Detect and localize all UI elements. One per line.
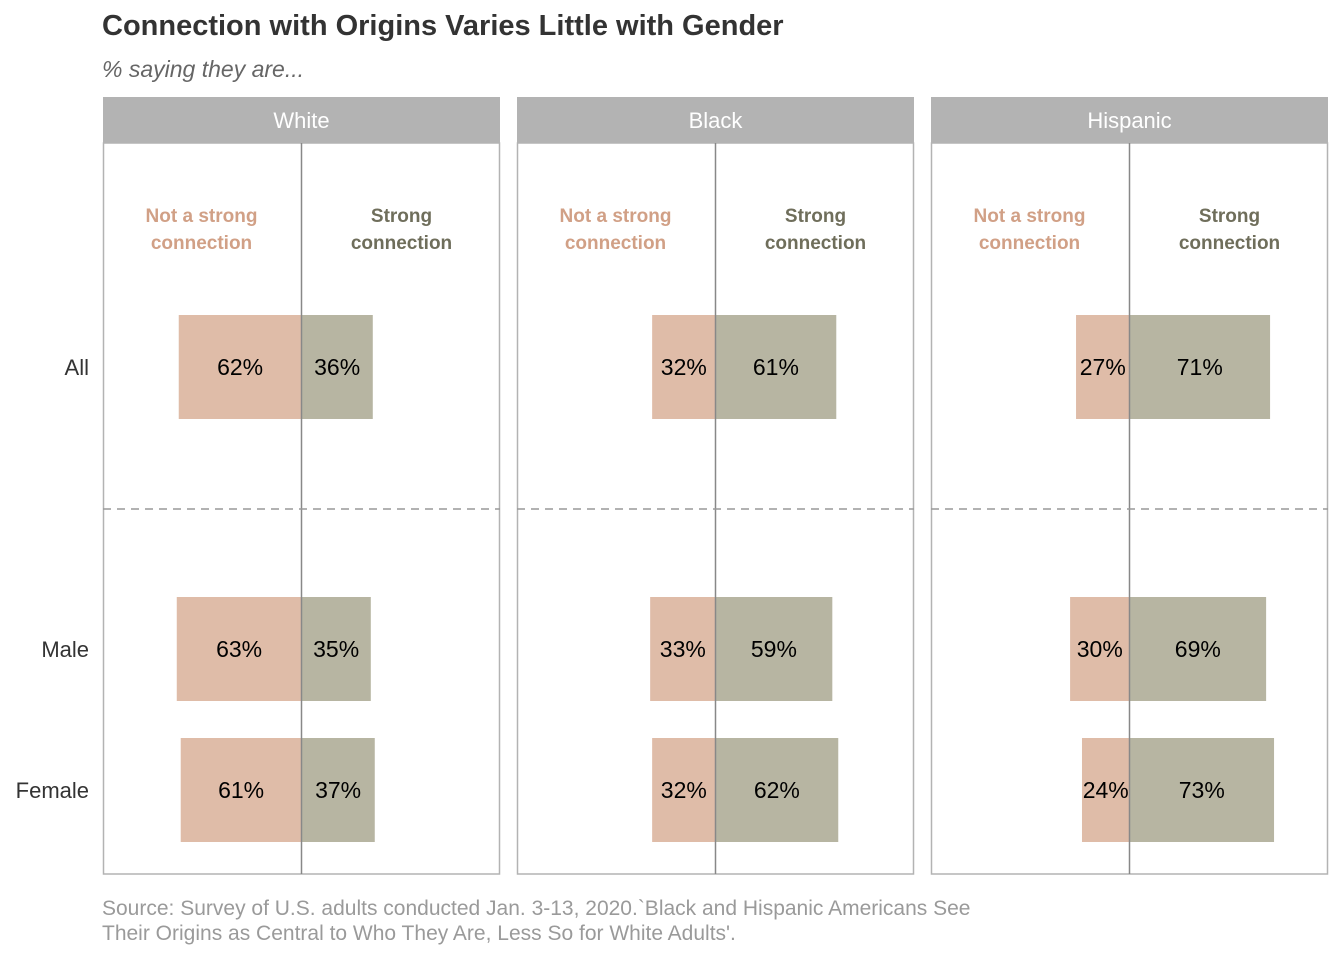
panel-title-hispanic: Hispanic — [1087, 108, 1171, 133]
bar-not-strong-hispanic-all — [1076, 315, 1130, 419]
label-not-strong-white-all: 62% — [217, 354, 263, 380]
bar-not-strong-black-female — [652, 738, 716, 842]
bar-strong-black-all — [715, 315, 837, 419]
panel-strip-black — [517, 97, 914, 143]
label-strong-hispanic-all: 71% — [1177, 354, 1223, 380]
label-strong-black-male: 59% — [751, 636, 797, 662]
bar-strong-black-female — [715, 738, 839, 842]
header-not-strong-white-0: Not a strong — [146, 206, 258, 227]
label-not-strong-hispanic-all: 27% — [1080, 354, 1126, 380]
header-strong-white-1: connection — [351, 233, 452, 254]
bar-not-strong-hispanic-male — [1070, 597, 1130, 701]
row-label-male: Male — [41, 637, 89, 662]
header-not-strong-hispanic-0: Not a strong — [974, 206, 1086, 227]
bar-not-strong-black-all — [652, 315, 716, 419]
header-not-strong-black-0: Not a strong — [560, 206, 672, 227]
bar-strong-white-male — [301, 597, 371, 701]
label-strong-white-female: 37% — [315, 777, 361, 803]
label-not-strong-white-male: 63% — [216, 636, 262, 662]
label-strong-hispanic-female: 73% — [1179, 777, 1225, 803]
source-line-1: Source: Survey of U.S. adults conducted … — [102, 897, 971, 920]
row-label-female: Female — [16, 778, 89, 803]
label-strong-black-all: 61% — [753, 354, 799, 380]
label-not-strong-hispanic-female: 24% — [1083, 777, 1129, 803]
label-not-strong-black-all: 32% — [661, 354, 707, 380]
bar-strong-hispanic-female — [1129, 738, 1275, 842]
label-not-strong-black-male: 33% — [660, 636, 706, 662]
panel-title-white: White — [273, 108, 329, 133]
bar-strong-hispanic-male — [1129, 597, 1267, 701]
header-not-strong-hispanic-1: connection — [979, 233, 1080, 254]
header-strong-black-1: connection — [765, 233, 866, 254]
label-strong-white-all: 36% — [314, 354, 360, 380]
bar-not-strong-hispanic-female — [1081, 738, 1130, 842]
label-not-strong-white-female: 61% — [218, 777, 264, 803]
bar-strong-white-all — [301, 315, 373, 419]
bar-not-strong-white-male — [176, 597, 302, 701]
label-not-strong-black-female: 32% — [661, 777, 707, 803]
header-strong-black-0: Strong — [785, 206, 846, 227]
label-strong-hispanic-male: 69% — [1175, 636, 1221, 662]
source-line-2: Their Origins as Central to Who They Are… — [102, 922, 736, 945]
chart-title: Connection with Origins Varies Little wi… — [102, 10, 784, 42]
bar-not-strong-white-all — [178, 315, 302, 419]
label-strong-black-female: 62% — [754, 777, 800, 803]
bar-strong-hispanic-all — [1129, 315, 1271, 419]
bar-not-strong-black-male — [650, 597, 716, 701]
chart-subtitle: % saying they are... — [102, 56, 304, 82]
bar-strong-white-female — [301, 738, 375, 842]
header-not-strong-black-1: connection — [565, 233, 666, 254]
row-label-all: All — [65, 355, 89, 380]
header-strong-hispanic-0: Strong — [1199, 206, 1260, 227]
source-note: Source: Survey of U.S. adults conducted … — [102, 896, 970, 946]
panel-title-black: Black — [689, 108, 744, 133]
panel-strip-hispanic — [931, 97, 1328, 143]
header-not-strong-white-1: connection — [151, 233, 252, 254]
label-strong-white-male: 35% — [313, 636, 359, 662]
bar-strong-black-male — [715, 597, 833, 701]
panel-strip-white — [103, 97, 500, 143]
label-not-strong-hispanic-male: 30% — [1077, 636, 1123, 662]
header-strong-white-0: Strong — [371, 206, 432, 227]
bar-not-strong-white-female — [180, 738, 302, 842]
header-strong-hispanic-1: connection — [1179, 233, 1280, 254]
